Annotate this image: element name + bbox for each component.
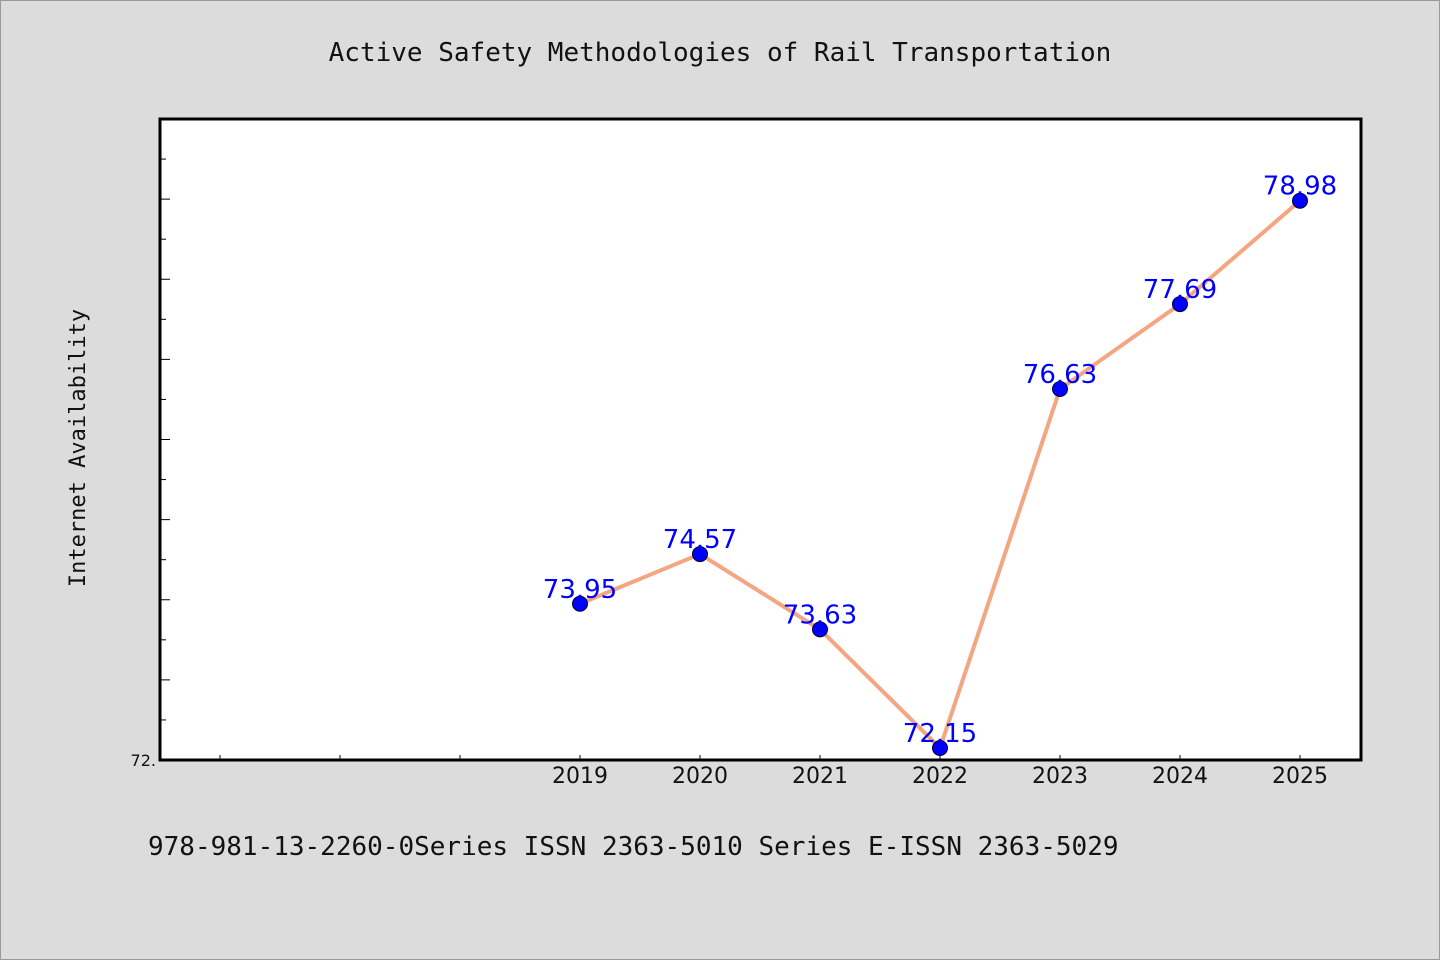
y-tick-label: 72. xyxy=(131,751,156,770)
data-label: 76.63 xyxy=(1023,360,1097,390)
footnote-isbn: 978-981-13-2260-0Series ISSN 2363-5010 S… xyxy=(148,832,1119,862)
data-point-layer xyxy=(572,192,1308,756)
plot-area xyxy=(158,117,1363,762)
x-tick-label: 2023 xyxy=(1032,764,1088,789)
data-point xyxy=(1052,381,1068,398)
chart-title: Active Safety Methodologies of Rail Tran… xyxy=(329,38,1112,68)
data-label: 73.95 xyxy=(543,575,617,605)
x-tick-label: 2025 xyxy=(1272,764,1328,789)
data-point xyxy=(1292,192,1308,209)
x-tick-label: 2022 xyxy=(912,764,968,789)
y-axis-label: Internet Availability xyxy=(66,309,91,587)
x-tick-label: 2021 xyxy=(792,764,848,789)
data-point xyxy=(932,739,948,756)
x-tick-label: 2020 xyxy=(672,764,728,789)
data-point xyxy=(812,621,828,638)
data-label: 74.57 xyxy=(663,525,737,555)
x-tick-label: 2019 xyxy=(552,764,608,789)
data-label: 73.63 xyxy=(783,600,857,630)
data-point xyxy=(1172,296,1188,313)
x-tick-label: 2024 xyxy=(1152,764,1208,789)
data-label: 78.98 xyxy=(1263,172,1337,202)
data-label-layer: 73.95 74.57 73.63 72.15 76.63 77.69 78.98 xyxy=(543,172,1337,749)
data-point xyxy=(692,546,708,563)
data-label: 72.15 xyxy=(903,719,977,749)
axis-ticks: 72. 2019 2020 2021 2022 2023 2024 2025 xyxy=(131,118,1328,789)
data-label: 77.69 xyxy=(1143,275,1217,305)
data-point xyxy=(572,595,588,612)
